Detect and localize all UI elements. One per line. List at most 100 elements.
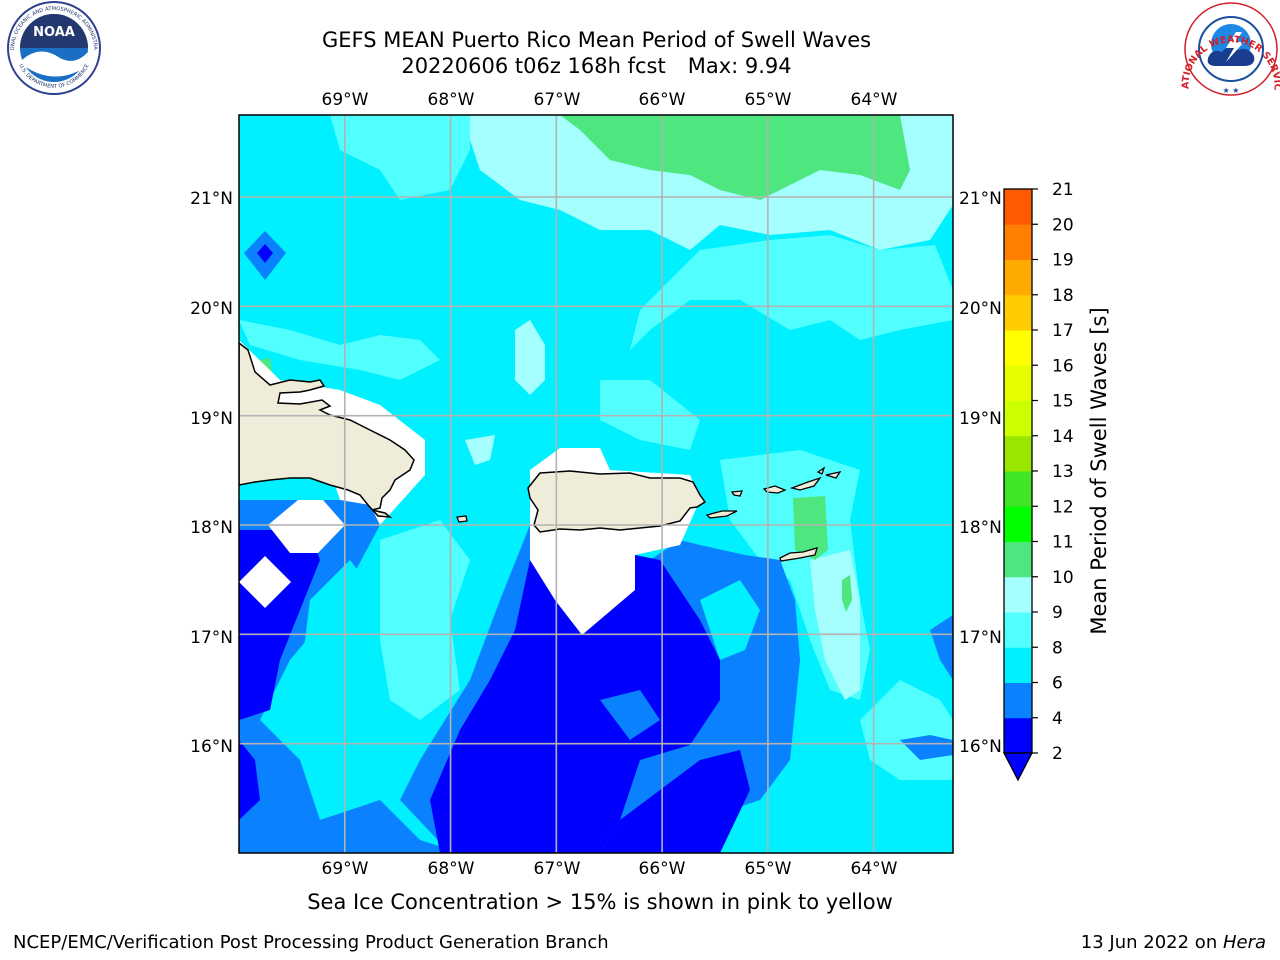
colorbar-tick-label-13: 13: [1052, 462, 1074, 482]
swell-band-under-2-spot: [257, 244, 273, 263]
land-anegada: [825, 471, 842, 479]
swell-band-4-6-east: [930, 615, 953, 680]
lon-tick-bottom-67: 67°W: [534, 859, 581, 879]
lon-tick-top-64: 64°W: [851, 90, 898, 110]
swell-band-2-4-west-bottom: [239, 740, 260, 820]
swell-band-4-6-south-west-low: [239, 720, 460, 853]
land-virgin-islands: [762, 485, 787, 494]
colorbar-tick-label-17: 17: [1052, 321, 1074, 341]
colorbar: 2 4 6 8 9 10 11 12 13 14 15 16 17 18 19 20 21: [1002, 180, 1074, 782]
lon-tick-bottom-68: 68°W: [428, 859, 475, 879]
lon-tick-top-68: 68°W: [428, 90, 475, 110]
lat-tick-right-19: 19°N: [959, 409, 1002, 429]
colorbar-tick-label-12: 12: [1052, 497, 1074, 517]
nws-ring-text: NATIONAL WEATHER SERVICE: [0, 0, 1280, 91]
nws-logo: NATIONAL WEATHER SERVICE ★ ★: [0, 0, 1280, 96]
sea-ice-note: Sea Ice Concentration > 15% is shown in …: [307, 890, 893, 914]
lat-tick-right-17: 17°N: [959, 628, 1002, 648]
swell-band-4-6-southeast: [900, 735, 953, 760]
swell-band-2-4-south-east: [600, 750, 750, 853]
footer-branch: NCEP/EMC/Verification Post Processing Pr…: [13, 932, 609, 953]
colorbar-tick-label-18: 18: [1052, 286, 1074, 306]
colorbar-segment-8: [1004, 612, 1032, 648]
colorbar-tick-label-2: 2: [1052, 744, 1063, 764]
lon-tick-top-69: 69°W: [322, 90, 369, 110]
map-frame: [238, 114, 954, 854]
lat-tick-left-21: 21°N: [190, 189, 233, 209]
land-hispaniola: [239, 342, 415, 518]
footer-date: 13 Jun 2022 on Hera: [1081, 932, 1266, 953]
lon-tick-bottom-65: 65°W: [745, 859, 792, 879]
lat-tick-right-21: 21°N: [959, 189, 1002, 209]
lat-tick-left-17: 17°N: [190, 628, 233, 648]
svg-text:NATIONAL WEATHER SERVICE: NATIONAL WEATHER SERVICE: [0, 0, 1280, 91]
colorbar-tick-label-21: 21: [1052, 180, 1074, 200]
colorbar-tick-label-4: 4: [1052, 709, 1063, 729]
land-puerto-rico: [527, 470, 707, 533]
colorbar-tick-label-16: 16: [1052, 356, 1074, 376]
colorbar-segment-20: [1004, 189, 1032, 225]
map-gridlines: [239, 115, 953, 853]
swell-band-9-10-north: [560, 115, 910, 200]
lat-tick-right-20: 20°N: [959, 299, 1002, 319]
colorbar-tick-label-14: 14: [1052, 427, 1074, 447]
land-mona: [456, 515, 468, 523]
colorbar-segment-14: [1004, 400, 1032, 437]
colorbar-segment-11: [1004, 506, 1032, 542]
colorbar-tick-label-8: 8: [1052, 638, 1063, 658]
lat-tick-left-20: 20°N: [190, 299, 233, 319]
colorbar-tick-label-19: 19: [1052, 251, 1074, 271]
land-islet: [816, 466, 826, 475]
lat-tick-left-18: 18°N: [190, 518, 233, 538]
colorbar-segment-19: [1004, 224, 1032, 260]
colorbar-segment-10: [1004, 541, 1032, 578]
footer-date-text: 13 Jun 2022 on: [1080, 932, 1223, 953]
lon-labels-bottom: 69°W 68°W 67°W 66°W 65°W 64°W: [322, 859, 898, 879]
land-st-croix: [779, 547, 818, 562]
lon-labels-top: 69°W 68°W 67°W 66°W 65°W 64°W: [322, 90, 898, 110]
colorbar-tick-label-6: 6: [1052, 674, 1063, 694]
swell-band-6-8-tongue: [700, 580, 760, 660]
colorbar-segment-16: [1004, 330, 1032, 366]
land-vieques: [705, 510, 738, 519]
colorbar-segment-15: [1004, 365, 1032, 401]
missing-area-west-1: [268, 500, 345, 553]
colorbar-under-triangle: [1002, 752, 1034, 782]
noaa-logo-text: NOAA: [33, 25, 75, 40]
swell-band-8-9-blob-1: [515, 320, 545, 395]
lon-tick-bottom-64: 64°W: [851, 859, 898, 879]
swell-band-6-8-north: [330, 115, 470, 200]
colorbar-tick-label-9: 9: [1052, 603, 1063, 623]
swell-band-6-8-west: [239, 320, 440, 380]
colorbar-segment-2: [1004, 717, 1032, 754]
lon-tick-bottom-69: 69°W: [322, 859, 369, 879]
nws-stars: ★ ★: [1223, 86, 1240, 95]
colorbar-label: Mean Period of Swell Waves [s]: [1087, 307, 1111, 634]
lon-tick-top-67: 67°W: [534, 90, 581, 110]
swell-band-9-10-south: [842, 575, 852, 612]
colorbar-segment-9: [1004, 576, 1032, 613]
swell-band-6-8-tongue-2: [300, 560, 380, 700]
map-field: [239, 115, 953, 853]
colorbar-tick-label-11: 11: [1052, 533, 1074, 553]
colorbar-segment-13: [1004, 435, 1032, 472]
chart-subtitle: 20220606 t06z 168h fcst Max: 9.94: [0, 53, 1193, 79]
land-culebra: [730, 490, 744, 497]
colorbar-segment-4: [1004, 682, 1032, 719]
lat-tick-right-16: 16°N: [959, 737, 1002, 757]
swell-band-9-10-islands: [793, 496, 828, 560]
swell-band-2-4-central: [430, 555, 720, 853]
lon-tick-bottom-66: 66°W: [639, 859, 686, 879]
chart-title: GEFS MEAN Puerto Rico Mean Period of Swe…: [321, 28, 872, 52]
colorbar-segment-17: [1004, 294, 1032, 331]
lat-labels-left: 21°N 20°N 19°N 18°N 17°N 16°N: [190, 189, 233, 757]
forecast-label: 20220606 t06z 168h fcst: [401, 54, 666, 78]
colorbar-segment-6: [1004, 647, 1032, 683]
lat-tick-right-18: 18°N: [959, 518, 1002, 538]
colorbar-segment-12: [1004, 471, 1032, 507]
swell-band-2-4-blob: [600, 690, 660, 740]
footer-host: Hera: [1222, 932, 1266, 953]
lat-labels-right: 21°N 20°N 19°N 18°N 17°N 16°N: [959, 189, 1002, 757]
missing-area-west-2: [239, 556, 291, 608]
